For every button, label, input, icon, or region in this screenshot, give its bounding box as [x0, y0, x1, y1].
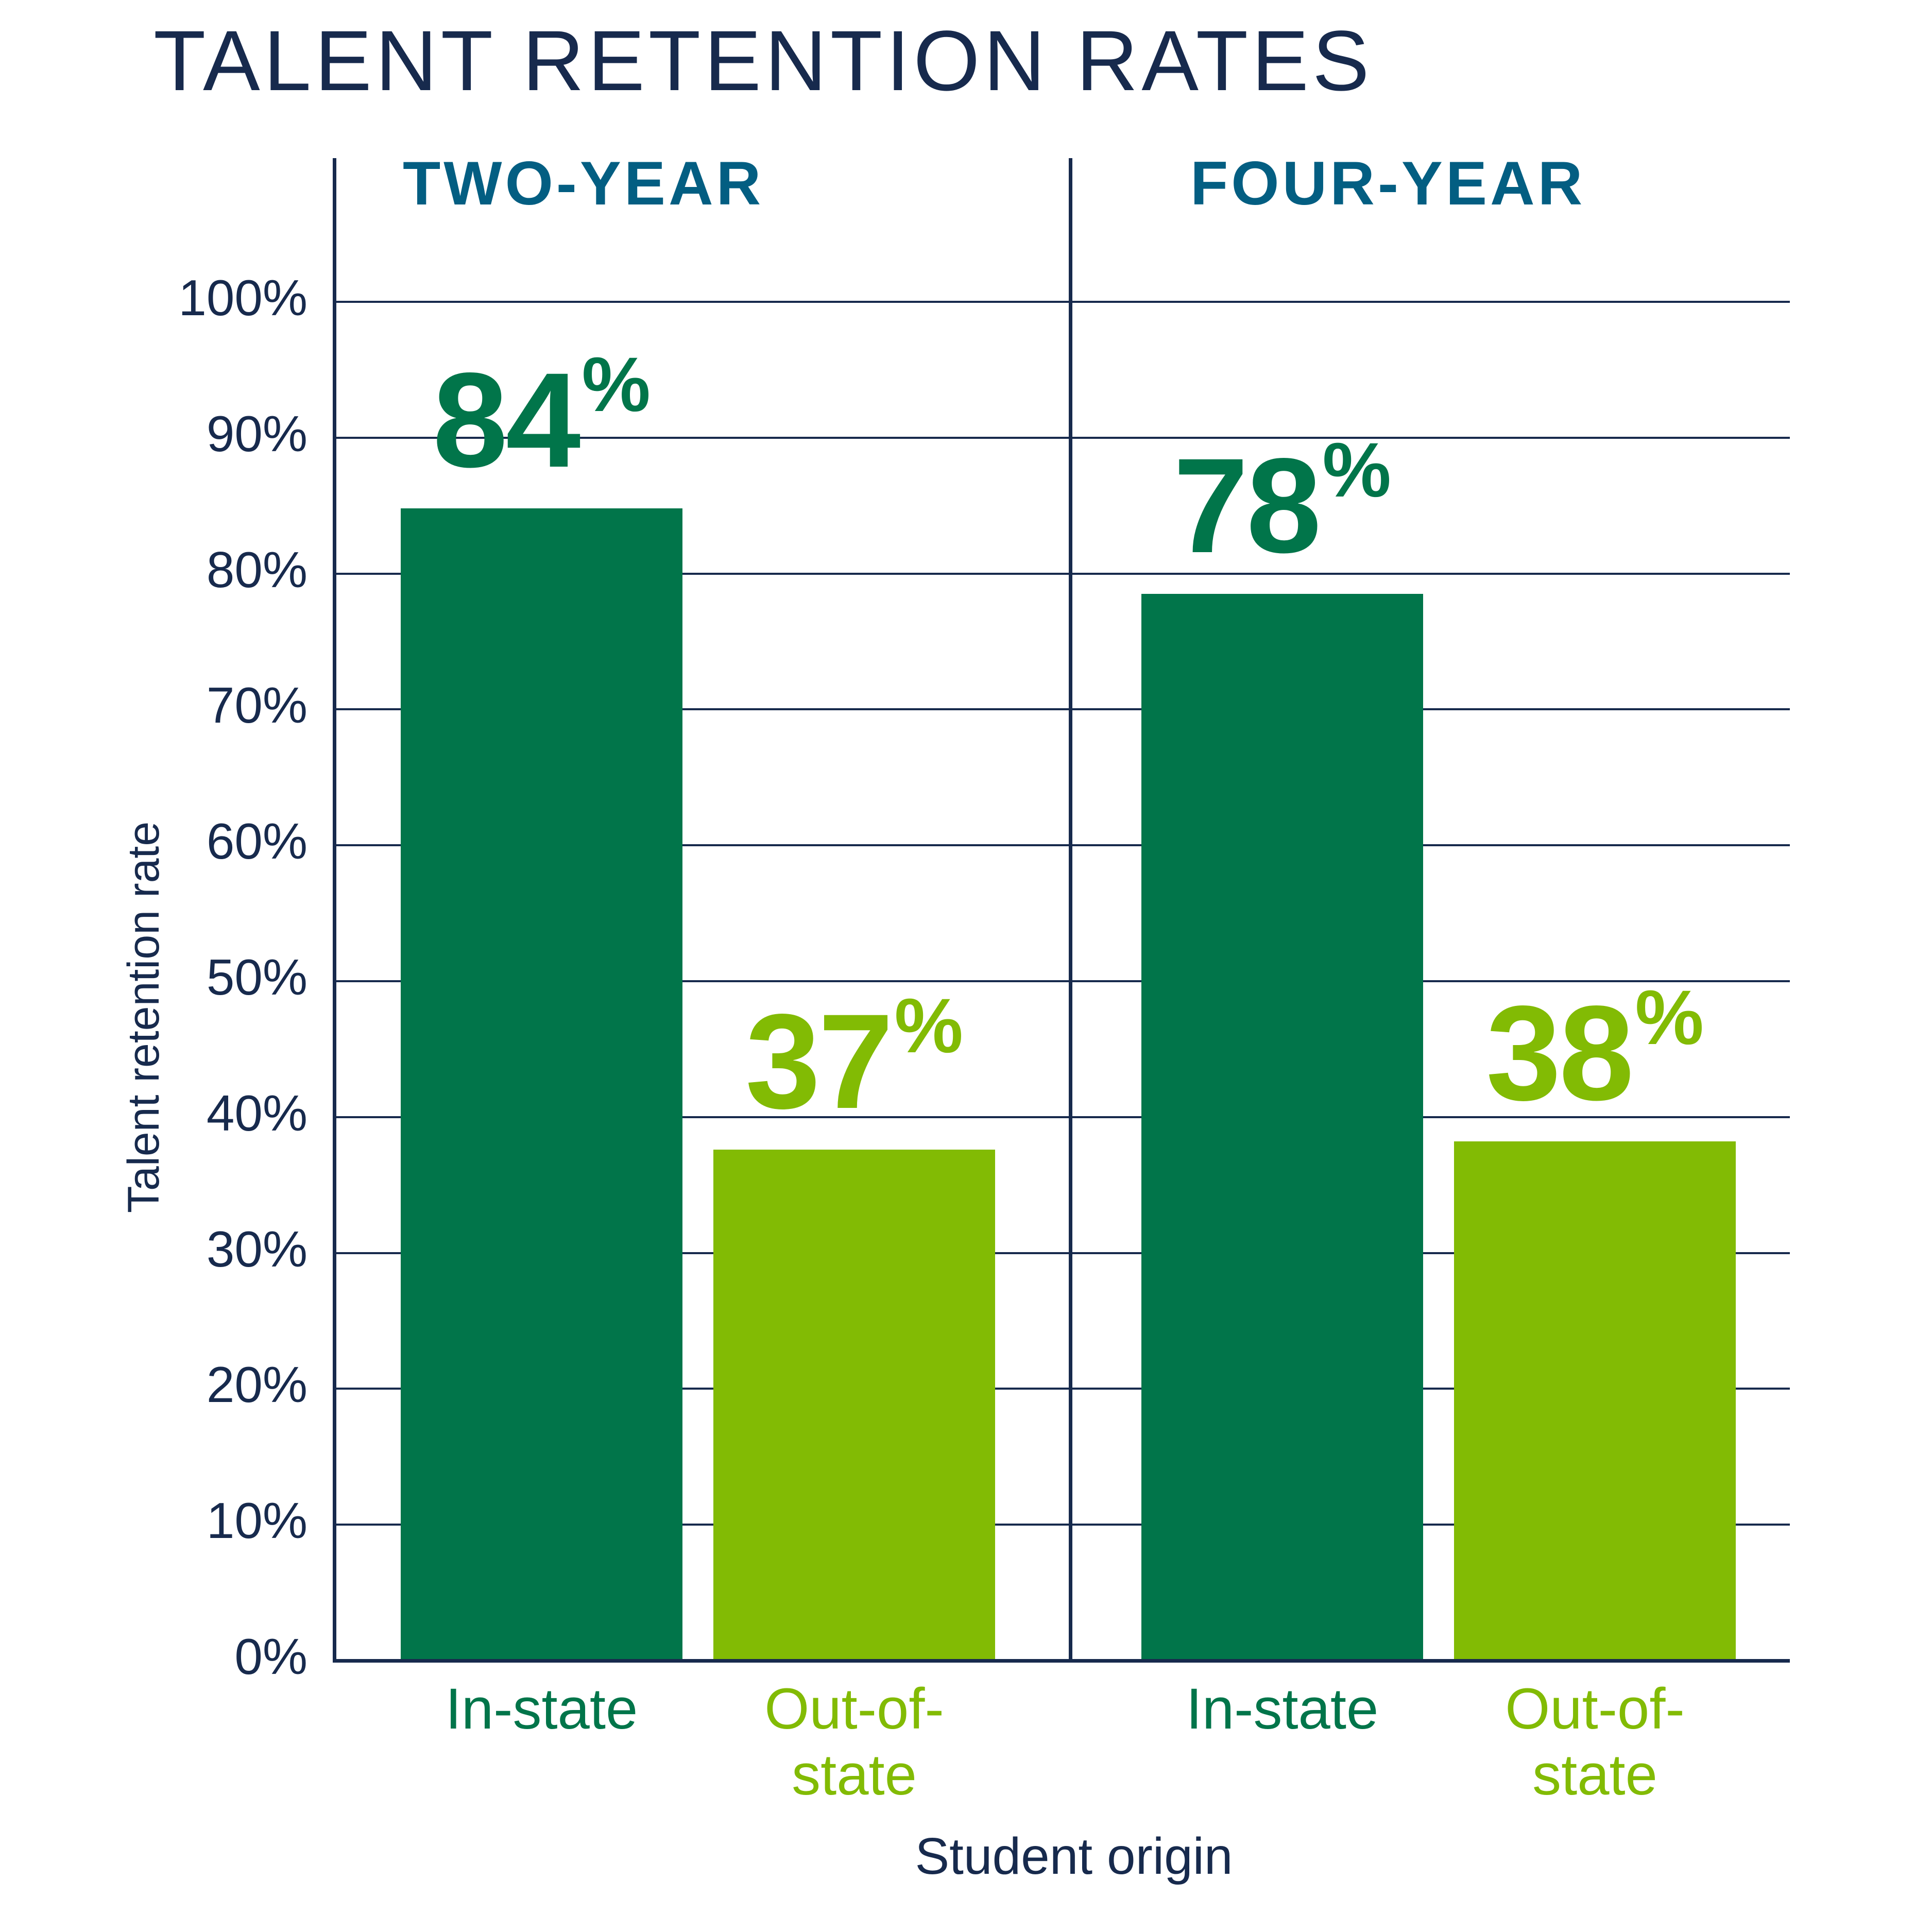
- bar-value-label: 37%: [713, 987, 995, 1129]
- bar-value-number: 84: [433, 344, 580, 495]
- bar: [1141, 594, 1423, 1661]
- y-axis-title: Talent retention rate: [119, 821, 168, 1213]
- x-category-line2: state: [1532, 1742, 1657, 1807]
- panel-title-two-year: TWO-YEAR: [403, 149, 764, 218]
- bar: [401, 508, 682, 1661]
- x-axis-title: Student origin: [915, 1827, 1233, 1885]
- x-category-label: In-state: [349, 1676, 734, 1742]
- x-axis-baseline: [333, 1659, 1790, 1663]
- chart-title: TALENT RETENTION RATES: [153, 13, 1373, 109]
- panel-title-four-year: FOUR-YEAR: [1190, 149, 1586, 218]
- y-tick-label: 100%: [178, 269, 307, 326]
- x-category-line1: In-state: [1186, 1677, 1379, 1741]
- gridline: [336, 708, 1790, 711]
- gridline: [336, 980, 1790, 982]
- y-axis-line: [333, 158, 336, 1663]
- gridline: [336, 301, 1790, 303]
- y-tick-label: 80%: [206, 541, 307, 598]
- x-category-line1: In-state: [445, 1677, 638, 1741]
- y-tick-label: 70%: [206, 677, 307, 734]
- y-tick-label: 90%: [206, 405, 307, 462]
- panel-divider-line: [1069, 158, 1072, 1663]
- y-tick-label: 30%: [206, 1220, 307, 1277]
- x-category-line1: Out-of-: [764, 1677, 944, 1741]
- x-category-line1: Out-of-: [1505, 1677, 1685, 1741]
- y-tick-label: 40%: [206, 1084, 307, 1141]
- y-tick-label: 60%: [206, 813, 307, 870]
- bar-value-label: 38%: [1454, 979, 1736, 1121]
- bar: [713, 1150, 995, 1661]
- gridline: [336, 1388, 1790, 1390]
- gridline: [336, 436, 1790, 439]
- gridline: [336, 1116, 1790, 1118]
- bar: [1454, 1141, 1736, 1661]
- gridline: [336, 1524, 1790, 1526]
- y-tick-label: 50%: [206, 949, 307, 1005]
- bar-value-label: 84%: [401, 346, 682, 488]
- x-category-label: In-state: [1090, 1676, 1475, 1742]
- y-tick-label: 10%: [206, 1492, 307, 1549]
- gridline: [336, 1252, 1790, 1254]
- bar-value-label: 78%: [1141, 431, 1423, 573]
- bar-value-number: 78: [1173, 430, 1321, 582]
- bar-value-number: 38: [1486, 978, 1634, 1129]
- percent-sign: %: [582, 340, 651, 428]
- percent-sign: %: [894, 982, 963, 1069]
- x-category-label: Out-of-state: [662, 1676, 1047, 1808]
- x-category-label: Out-of-state: [1403, 1676, 1787, 1808]
- x-category-line2: state: [792, 1742, 917, 1807]
- gridline: [336, 844, 1790, 847]
- y-tick-label: 0%: [234, 1628, 307, 1685]
- y-tick-label: 20%: [206, 1356, 307, 1413]
- percent-sign: %: [1635, 974, 1704, 1061]
- gridline: [336, 572, 1790, 575]
- bar-value-number: 37: [745, 986, 893, 1137]
- percent-sign: %: [1322, 426, 1391, 514]
